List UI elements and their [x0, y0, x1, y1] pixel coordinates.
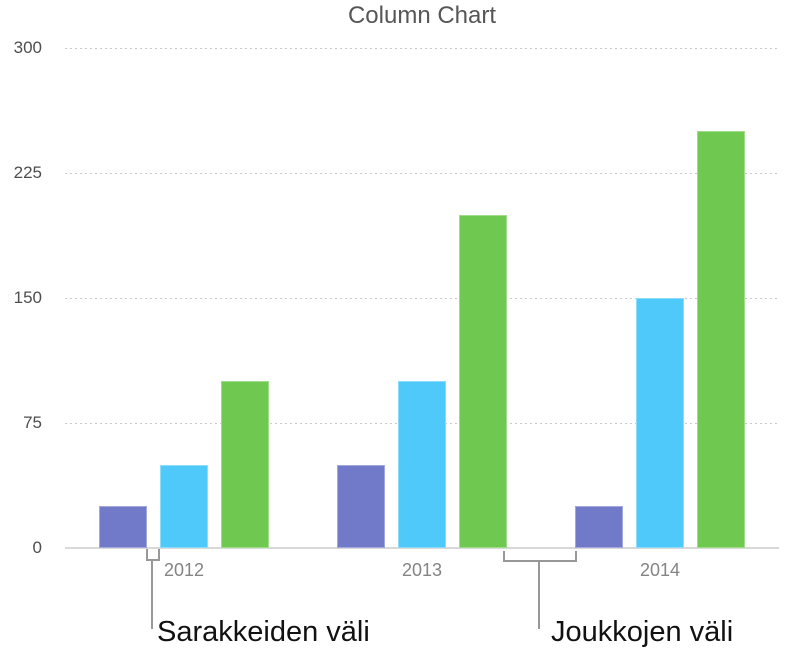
y-axis-label-225: 225: [13, 163, 42, 182]
bar-2012-blue: [160, 464, 208, 548]
bar-2013-blue: [398, 381, 446, 548]
column-gap-leader-line: [151, 559, 153, 629]
bar-2014-purple: [575, 506, 623, 548]
column-gap-bracket: [146, 549, 160, 561]
bar-2013-green: [459, 214, 507, 548]
y-axis-label-75: 75: [23, 413, 42, 432]
x-axis-line: [65, 547, 779, 549]
x-axis-label-2013: 2013: [401, 560, 443, 580]
bar-2014-green: [697, 131, 745, 548]
y-axis-label-300: 300: [13, 38, 42, 57]
x-axis-label-2014: 2014: [639, 560, 681, 580]
cluster-gap-label: Joukkojen väli: [551, 616, 734, 648]
y-axis-label-0: 0: [32, 538, 42, 557]
gridline-225: [65, 173, 779, 174]
y-axis-label-150: 150: [13, 288, 42, 307]
cluster-gap-bracket: [503, 551, 577, 562]
chart-title: Column Chart: [347, 2, 497, 29]
x-axis-label-2012: 2012: [163, 560, 205, 580]
bar-2013-purple: [337, 464, 385, 548]
bar-2014-blue: [636, 298, 684, 548]
gridline-150: [65, 298, 779, 299]
bar-2012-green: [221, 381, 269, 548]
gridline-300: [65, 48, 779, 49]
bar-2012-purple: [99, 506, 147, 548]
column-gap-label: Sarakkeiden väli: [157, 616, 370, 648]
cluster-gap-leader-line: [538, 560, 540, 629]
